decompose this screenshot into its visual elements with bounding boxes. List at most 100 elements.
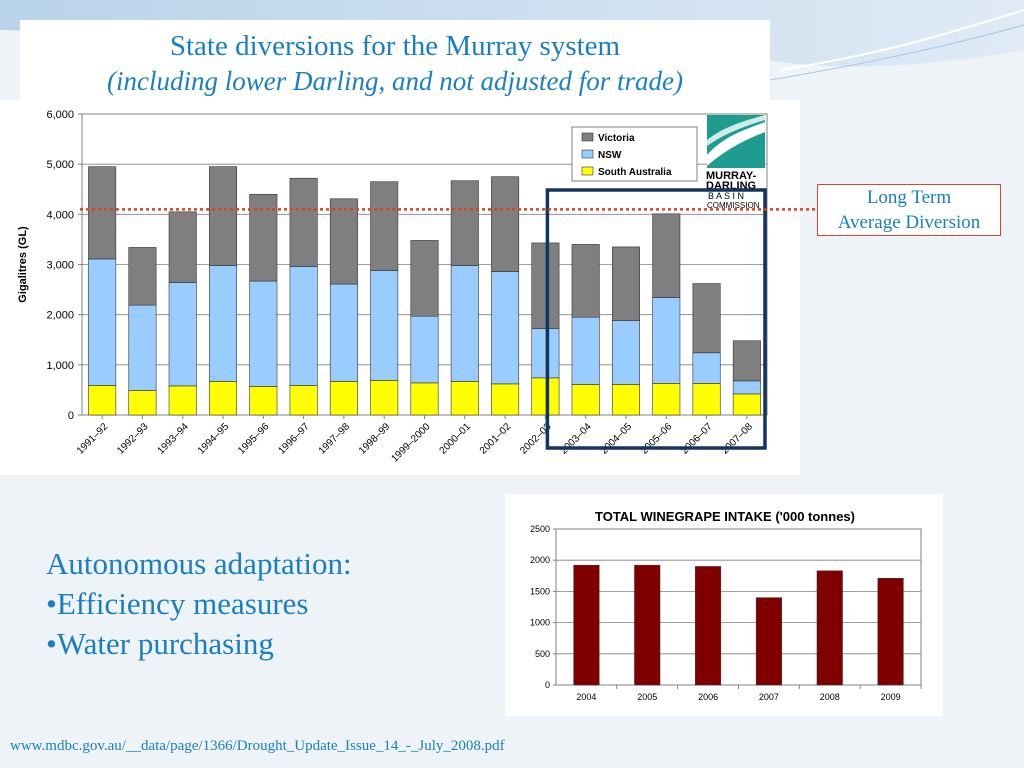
winegrape-bar: [695, 566, 722, 686]
bar-segment-nsw: [410, 315, 439, 384]
y-tick-label: 2500: [530, 524, 550, 534]
bar-segment-victoria: [128, 247, 157, 306]
legend-swatch: [581, 166, 594, 176]
long-term-average-label: Long Term Average Diversion: [817, 184, 1001, 236]
legend-label: NSW: [598, 150, 622, 161]
bar-segment-nsw: [491, 271, 520, 385]
bar-segment-victoria: [611, 246, 640, 321]
bar-segment-nsw: [168, 282, 197, 387]
bar-segment-victoria: [249, 193, 278, 282]
chart-legend: Victoria NSW South Australia: [571, 126, 698, 182]
winegrape-chart-title: TOTAL WINEGRAPE INTAKE ('000 tonnes): [595, 509, 855, 524]
legend-label: South Australia: [598, 167, 672, 178]
winegrape-intake-chart: TOTAL WINEGRAPE INTAKE ('000 tonnes) 0 50…: [530, 509, 922, 702]
x-tick-label: 1992–93: [115, 421, 151, 457]
source-link[interactable]: www.mdbc.gov.au/__data/page/1366/Drought…: [10, 738, 505, 754]
bar-segment-south-australia: [692, 383, 721, 416]
legend-label: Victoria: [598, 133, 635, 144]
logo-text-basin: B A S I N: [708, 191, 744, 201]
winegrape-bar: [634, 564, 661, 686]
x-tick-label: 1991–92: [75, 421, 111, 457]
x-tick-label: 2000–01: [438, 421, 474, 457]
x-tick-label: 2007: [759, 692, 779, 702]
y-tick-label: 500: [535, 649, 550, 659]
bar-segment-victoria: [168, 211, 197, 283]
x-tick-label: 2005–06: [639, 421, 675, 457]
y-tick-label: 0: [68, 410, 74, 422]
bar-segment-nsw: [128, 304, 157, 391]
bar-segment-south-australia: [209, 381, 238, 416]
bar-segment-nsw: [289, 266, 318, 386]
bar-segment-south-australia: [732, 393, 761, 416]
x-tick-label: 2004: [576, 692, 596, 702]
bar-segment-victoria: [652, 213, 681, 298]
header-swoosh-line: [779, 9, 1024, 71]
bar-segment-nsw: [329, 283, 358, 382]
x-tick-label: 2008: [820, 692, 840, 702]
bar-segment-victoria: [692, 283, 721, 354]
bar-segment-victoria: [289, 177, 318, 267]
bar-segment-victoria: [410, 240, 439, 317]
highlight-box: [545, 188, 767, 450]
bullet-heading: Autonomous adaptation:: [46, 546, 352, 581]
bar-segment-nsw: [652, 297, 681, 384]
x-tick-label: 1996–97: [276, 421, 312, 457]
bar-segment-victoria: [571, 244, 600, 318]
bar-segment-south-australia: [491, 383, 520, 416]
y-tick-label: 1000: [530, 618, 550, 628]
y-tick-label: 3,000: [46, 260, 74, 272]
bar-segment-nsw: [88, 258, 117, 386]
bar-segment-victoria: [531, 242, 560, 330]
bar-segment-victoria: [209, 166, 238, 266]
bullet-item: •Efficiency measures: [46, 586, 309, 621]
x-tick-label: 2004–05: [599, 421, 635, 457]
bar-segment-south-australia: [370, 380, 399, 416]
y-tick-label: 2,000: [46, 310, 74, 322]
x-tick-label: 2003–04: [558, 421, 594, 457]
bar-segment-nsw: [209, 265, 238, 382]
bar-segment-victoria: [329, 198, 358, 285]
y-tick-label: 4,000: [46, 209, 74, 221]
bar-segment-nsw: [732, 380, 761, 395]
bar-segment-south-australia: [531, 377, 560, 416]
plot-area-border: [555, 528, 922, 686]
long-term-average-label-line2: Average Diversion: [837, 212, 981, 233]
bullet-item: •Water purchasing: [46, 626, 274, 661]
bar-segment-nsw: [692, 352, 721, 384]
bar-segment-victoria: [450, 180, 479, 266]
winegrape-bar: [816, 570, 843, 686]
y-tick-label: 6,000: [46, 109, 74, 121]
bar-segment-south-australia: [128, 390, 157, 416]
state-diversions-chart: 0 1,000 2,000 3,000 4,000 5,000 6,000 Gigalitre…: [17, 109, 768, 465]
x-tick-label: 1995–96: [236, 421, 272, 457]
logo-text-commission: COMMISSION: [707, 201, 760, 210]
slide-title: State diversions for the Murray system: [169, 30, 621, 62]
slide-subtitle: (including lower Darling, and not adjust…: [107, 66, 683, 96]
winegrape-bar: [573, 564, 600, 686]
bar-segment-south-australia: [289, 385, 318, 416]
y-tick-label: 1,000: [46, 360, 74, 372]
x-tick-label: 1998–99: [357, 421, 393, 457]
x-tick-label: 2007–08: [720, 421, 756, 457]
bar-segment-nsw: [531, 328, 560, 379]
bar-segment-victoria: [370, 181, 399, 271]
x-tick-label: 2006–07: [679, 421, 715, 457]
bar-segment-south-australia: [611, 384, 640, 416]
long-term-average-label-line1: Long Term: [866, 187, 952, 208]
winegrape-chart-panel: TOTAL WINEGRAPE INTAKE ('000 tonnes) 0 50…: [505, 494, 943, 716]
header-swoosh-line-2: [769, 24, 1024, 81]
winegrape-bar: [877, 578, 904, 686]
adaptation-bullets: Autonomous adaptation: •Efficiency measu…: [46, 544, 352, 664]
state-diversions-chart-panel: 0 1,000 2,000 3,000 4,000 5,000 6,000 Gigalitre…: [0, 100, 800, 475]
x-tick-label: 1999–2000: [389, 421, 432, 464]
logo-text-murray: MURRAY-: [706, 170, 757, 182]
x-tick-label: 2006: [698, 692, 718, 702]
bar-segment-south-australia: [329, 381, 358, 416]
legend-swatch: [581, 149, 594, 159]
bar-segment-nsw: [249, 280, 278, 387]
bar-segment-victoria: [491, 176, 520, 272]
y-tick-label: 1500: [530, 586, 550, 596]
legend-swatch: [581, 132, 594, 142]
bar-segment-nsw: [370, 270, 399, 381]
mdbc-logo: MURRAY- DARLING B A S I N COMMISSION: [706, 115, 765, 210]
